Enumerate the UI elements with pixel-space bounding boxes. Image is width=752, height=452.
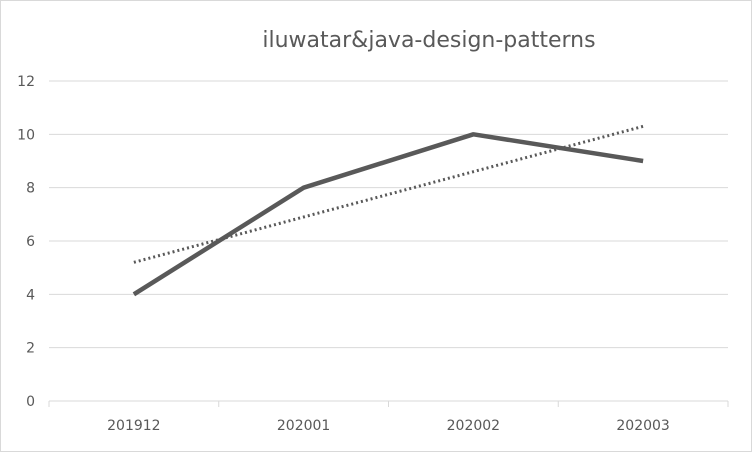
series-line <box>132 132 644 297</box>
x-tick-label: 202002 <box>447 418 500 434</box>
y-tick-label: 12 <box>17 74 35 90</box>
y-tick-label: 2 <box>26 341 35 357</box>
gridlines <box>49 80 728 349</box>
x-tick-label: 201912 <box>107 418 160 434</box>
x-tick-label: 202001 <box>277 418 330 434</box>
y-tick-label: 0 <box>26 394 35 410</box>
axes: 0 2 4 6 8 10 12 201912 202001 202002 202003 <box>17 74 729 434</box>
y-tick-label: 4 <box>26 287 35 303</box>
y-tick-label: 10 <box>17 127 35 143</box>
x-tick-label: 202003 <box>616 418 669 434</box>
series-layer <box>132 132 644 297</box>
y-tick-label: 8 <box>26 181 35 197</box>
chart-title: iluwatar&java-design-patterns <box>262 28 595 53</box>
y-tick-label: 6 <box>26 234 35 250</box>
